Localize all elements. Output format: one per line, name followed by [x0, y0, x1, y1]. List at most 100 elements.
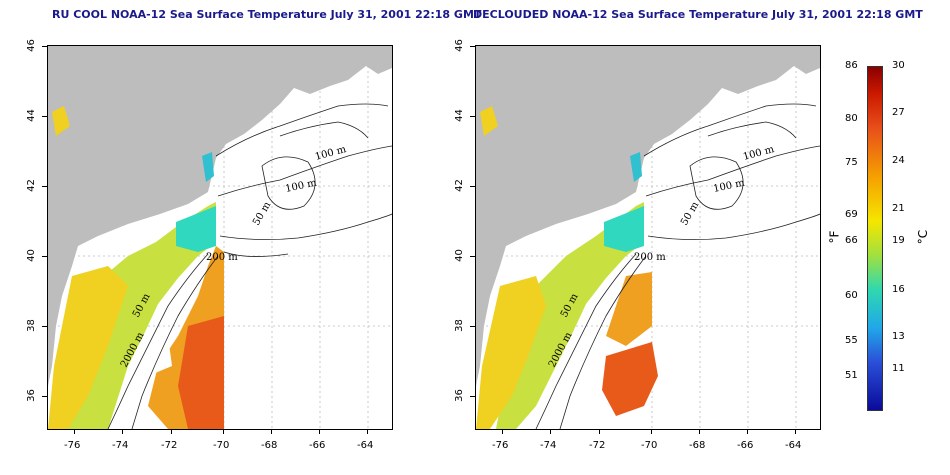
- temperature-colorbar: [867, 66, 883, 411]
- right-y-tick-mark: [470, 256, 475, 257]
- celsius-tick-label: 24: [892, 155, 905, 166]
- left-y-tick-mark: [42, 116, 47, 117]
- fahrenheit-tick-label: 86: [845, 60, 858, 71]
- fahrenheit-tick-label: 75: [845, 157, 858, 168]
- right-map-panel: 100 m 100 m 50 m 200 m 50 m 2000 m: [475, 45, 821, 430]
- left-y-tick-mark: [42, 186, 47, 187]
- right-y-tick-label: 36: [453, 389, 465, 402]
- grid-lines: [476, 46, 820, 429]
- right-y-tick-label: 46: [453, 39, 465, 52]
- left-y-tick-mark: [42, 46, 47, 47]
- right-x-tick-label: -66: [737, 440, 754, 451]
- left-x-tick-label: -68: [261, 440, 278, 451]
- celsius-tick-label: 19: [892, 235, 905, 246]
- left-y-tick-label: 44: [25, 109, 37, 122]
- right-x-tick-mark: [795, 429, 796, 434]
- sst-warm-offshore: [606, 272, 652, 346]
- left-map-panel: 100 m 100 m 50 m 200 m 50 m 2000 m: [47, 45, 393, 430]
- land-canada: [288, 46, 392, 82]
- sst-coastal-band: [496, 202, 644, 429]
- right-map-svg: 100 m 100 m 50 m 200 m 50 m 2000 m: [476, 46, 820, 429]
- right-y-tick-mark: [470, 186, 475, 187]
- left-y-tick-label: 42: [25, 179, 37, 192]
- right-y-tick-label: 38: [453, 319, 465, 332]
- right-x-tick-mark: [502, 429, 503, 434]
- sst-coastal-cyan: [202, 152, 214, 182]
- right-x-tick-label: -74: [540, 440, 557, 451]
- sst-hot-patch-east: [602, 342, 658, 416]
- fahrenheit-tick-label: 69: [845, 209, 858, 220]
- left-y-tick-mark: [42, 396, 47, 397]
- fahrenheit-tick-label: 55: [845, 335, 858, 346]
- sst-northern-patch: [52, 106, 70, 136]
- left-y-tick-mark: [42, 256, 47, 257]
- left-x-tick-label: -66: [309, 440, 326, 451]
- right-y-tick-mark: [470, 116, 475, 117]
- right-x-tick-label: -76: [492, 440, 509, 451]
- right-x-tick-mark: [550, 429, 551, 434]
- land-area: [48, 46, 392, 386]
- contour-label-100a: 100 m: [314, 144, 348, 163]
- right-x-tick-label: -68: [689, 440, 706, 451]
- left-x-tick-label: -64: [357, 440, 374, 451]
- contour-label-100a: 100 m: [742, 144, 776, 163]
- contour-label-200: 200 m: [206, 252, 238, 263]
- left-y-tick-label: 46: [25, 39, 37, 52]
- contour-label-50a: 50 m: [251, 200, 273, 228]
- left-x-tick-label: -74: [112, 440, 129, 451]
- sst-northern-patch: [480, 106, 498, 136]
- left-x-tick-mark: [319, 429, 320, 434]
- fahrenheit-unit: °F: [827, 230, 842, 244]
- left-x-tick-mark: [271, 429, 272, 434]
- right-y-tick-mark: [470, 396, 475, 397]
- celsius-unit: °C: [916, 229, 931, 245]
- contour-label-200: 200 m: [634, 252, 666, 263]
- sst-nearshore: [48, 266, 128, 429]
- right-map-title: DECLOUDED NOAA-12 Sea Surface Temperatur…: [473, 8, 923, 21]
- sst-coastal-cyan: [630, 152, 642, 182]
- left-x-tick-mark: [122, 429, 123, 434]
- fahrenheit-tick-label: 80: [845, 113, 858, 124]
- bathymetry-contours: [107, 103, 392, 429]
- left-x-tick-label: -70: [213, 440, 230, 451]
- right-x-tick-mark: [651, 429, 652, 434]
- celsius-tick-label: 30: [892, 60, 905, 71]
- left-x-tick-mark: [171, 429, 172, 434]
- sst-nearshore: [476, 276, 546, 429]
- bathymetry-contours: [535, 103, 820, 429]
- left-y-tick-label: 38: [25, 319, 37, 332]
- right-x-tick-label: -64: [785, 440, 802, 451]
- left-x-tick-label: -72: [161, 440, 178, 451]
- cloud-gap: [144, 336, 172, 376]
- right-x-tick-mark: [699, 429, 700, 434]
- celsius-tick-label: 11: [892, 363, 905, 374]
- fahrenheit-tick-label: 66: [845, 235, 858, 246]
- right-y-tick-mark: [470, 326, 475, 327]
- celsius-tick-label: 27: [892, 107, 905, 118]
- sst-hot-spots: [178, 316, 224, 429]
- right-y-tick-mark: [470, 46, 475, 47]
- left-map-title: RU COOL NOAA-12 Sea Surface Temperature …: [52, 8, 482, 21]
- right-y-tick-label: 42: [453, 179, 465, 192]
- land-canada: [716, 46, 820, 82]
- contour-label-50a: 50 m: [679, 200, 701, 228]
- right-x-tick-mark: [599, 429, 600, 434]
- fahrenheit-tick-label: 60: [845, 290, 858, 301]
- right-x-tick-label: -72: [589, 440, 606, 451]
- left-y-tick-label: 40: [25, 249, 37, 262]
- left-x-tick-mark: [223, 429, 224, 434]
- right-y-tick-label: 44: [453, 109, 465, 122]
- sst-cool-water: [176, 206, 216, 252]
- right-y-tick-label: 40: [453, 249, 465, 262]
- left-y-tick-label: 36: [25, 389, 37, 402]
- right-x-tick-label: -70: [641, 440, 658, 451]
- left-x-tick-label: -76: [64, 440, 81, 451]
- land-area: [476, 46, 820, 386]
- left-x-tick-mark: [367, 429, 368, 434]
- left-y-tick-mark: [42, 326, 47, 327]
- sst-cool-water: [604, 206, 644, 252]
- left-map-svg: 100 m 100 m 50 m 200 m 50 m 2000 m: [48, 46, 392, 429]
- sst-coastal-band: [68, 202, 216, 429]
- celsius-tick-label: 21: [892, 203, 905, 214]
- fahrenheit-tick-label: 51: [845, 370, 858, 381]
